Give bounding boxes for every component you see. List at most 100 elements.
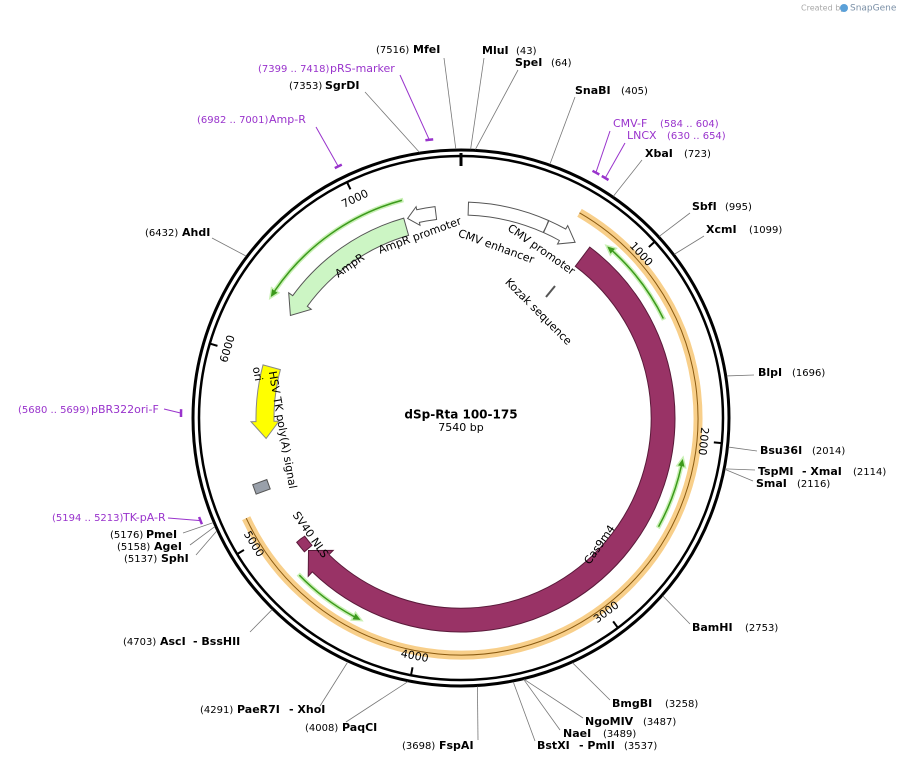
- site-position: (7516): [376, 45, 409, 56]
- site-name: BstXI: [537, 739, 570, 752]
- site-alias: - PmlI: [579, 739, 615, 752]
- site-leader: [549, 96, 576, 165]
- primer-name: CMV-F: [613, 117, 647, 130]
- outer-ring: [191, 148, 731, 688]
- site-leader: [725, 468, 756, 471]
- ampr-promoter: [406, 205, 438, 227]
- primer-name: Amp-R: [269, 113, 306, 126]
- site-leader: [211, 237, 247, 257]
- site-leader: [249, 609, 273, 633]
- site-alias: - XmaI: [802, 465, 842, 478]
- ring-tick: [612, 620, 619, 629]
- site-leader: [613, 159, 643, 197]
- site-name: MluI: [482, 44, 509, 57]
- site-leader: [572, 662, 611, 701]
- ring-tick: [713, 441, 722, 445]
- site-position: (5158): [117, 542, 150, 553]
- site-leader: [724, 468, 754, 482]
- site-position: (723): [684, 149, 711, 160]
- site-name: FspAI: [439, 739, 474, 752]
- site-position: (3487): [643, 717, 676, 728]
- site-name: XbaI: [645, 147, 673, 160]
- site-name: SnaBI: [575, 84, 611, 97]
- ring-tick-label: 7000: [340, 187, 371, 211]
- primer-leader: [315, 126, 339, 167]
- site-position: (6432): [145, 228, 178, 239]
- site-position: (405): [621, 86, 648, 97]
- site-alias: - BssHII: [193, 635, 240, 648]
- primer-range: (584 .. 604): [660, 119, 719, 130]
- site-leader: [726, 374, 755, 377]
- site-leader: [523, 679, 561, 731]
- site-name: NgoMIV: [585, 715, 634, 728]
- ring-tick: [236, 549, 245, 555]
- primer-range: (5194 .. 5213): [52, 513, 124, 524]
- site-position: (4008): [305, 723, 338, 734]
- site-name: SpeI: [515, 56, 542, 69]
- site-name: BlpI: [758, 366, 782, 379]
- backbone: [191, 148, 731, 688]
- site-position: (3258): [665, 699, 698, 710]
- primer-leader: [604, 142, 626, 179]
- site-position: (5176): [110, 530, 143, 541]
- site-position: (2114): [853, 467, 886, 478]
- site-position: (3489): [603, 729, 636, 740]
- site-name: AscI: [160, 635, 186, 648]
- primer-mark: [334, 163, 343, 170]
- site-position: (64): [551, 58, 572, 69]
- site-position: (7353): [289, 81, 322, 92]
- site-position: (2116): [797, 479, 830, 490]
- ring-tick-label: 4000: [400, 647, 430, 665]
- site-name: MfeI: [413, 43, 440, 56]
- credit: Created by: [801, 4, 845, 13]
- plasmid-size: 7540 bp: [438, 421, 483, 434]
- site-leader: [470, 57, 485, 150]
- site-name: PaqCI: [342, 721, 377, 734]
- direction-arrow: [655, 455, 687, 530]
- ring-tick: [648, 240, 656, 248]
- primer-range: (7399 .. 7418): [258, 64, 330, 75]
- site-name: BmgBI: [612, 697, 652, 710]
- primer-range: (6982 .. 7001): [197, 115, 269, 126]
- site-position: (2753): [745, 623, 778, 634]
- primer-leader: [167, 517, 201, 522]
- ring-tick-label: 2000: [696, 427, 712, 456]
- primer-mark: [197, 516, 204, 525]
- cas9m4: [307, 246, 676, 633]
- direction-arrow: [604, 244, 667, 321]
- kozak: [545, 285, 556, 298]
- ring-tick: [410, 667, 414, 676]
- site-leader: [475, 69, 519, 150]
- ring-tick-label: 6000: [217, 334, 237, 365]
- site-name: NaeI: [563, 727, 591, 740]
- site-leader: [195, 530, 218, 556]
- site-name: BamHI: [692, 621, 733, 634]
- primer-name: pRS-marker: [330, 62, 395, 75]
- site-position: (3698): [402, 741, 435, 752]
- site-name: AhdI: [182, 226, 210, 239]
- cmv-promoter: [542, 220, 576, 245]
- region-line: [245, 212, 699, 656]
- site-name: PaeR7I: [237, 703, 280, 716]
- site-alias: - XhoI: [289, 703, 325, 716]
- site-name: SmaI: [756, 477, 787, 490]
- ring-tick: [346, 181, 352, 190]
- site-position: (1696): [792, 368, 825, 379]
- hsv-tk-polya: [252, 478, 271, 495]
- sv40-nls: [296, 535, 313, 553]
- site-position: (2014): [812, 446, 845, 457]
- site-leader: [345, 681, 409, 723]
- feature-label: ori: [250, 366, 265, 382]
- site-leader: [662, 595, 691, 625]
- site-leader: [443, 57, 457, 150]
- ampr: [288, 217, 410, 317]
- primer-mark: [601, 174, 610, 182]
- site-leader: [364, 91, 420, 153]
- site-position: (5137): [124, 554, 157, 565]
- direction-arrow: [268, 197, 404, 301]
- plasmid-name: dSp-Rta 100-175: [404, 408, 517, 422]
- site-name: AgeI: [154, 540, 182, 553]
- primer-range: (5680 .. 5699): [18, 405, 90, 416]
- site-name: SphI: [161, 552, 189, 565]
- site-name: SbfI: [692, 200, 717, 213]
